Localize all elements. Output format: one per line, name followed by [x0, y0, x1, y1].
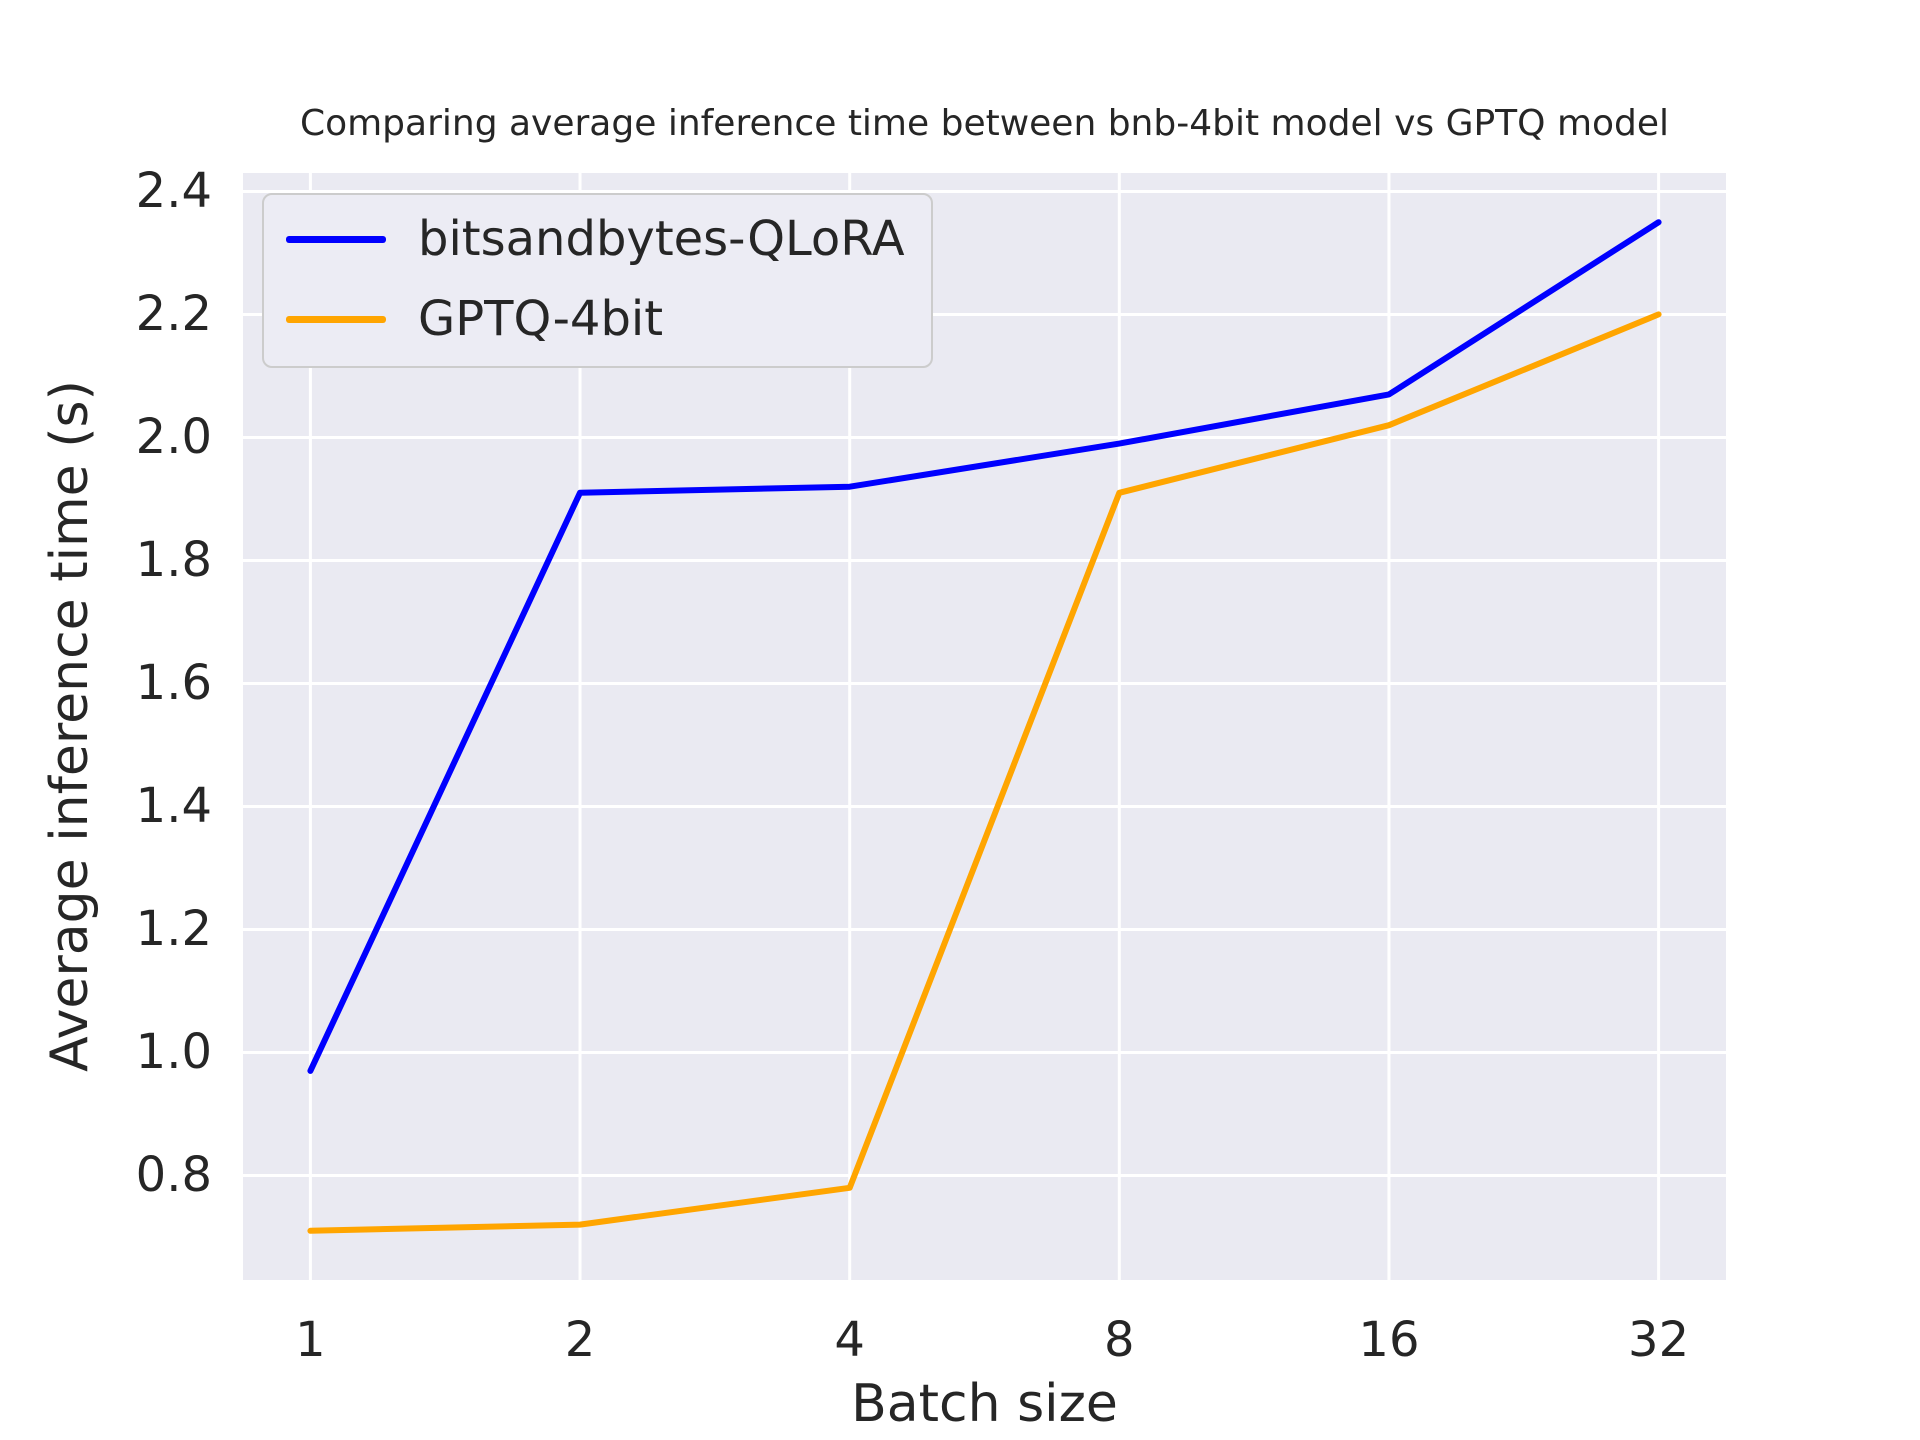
y-tick-label: 2.2 — [135, 286, 212, 343]
legend-line-swatch — [286, 315, 386, 323]
y-tick-label: 1.4 — [135, 778, 212, 835]
y-tick-label: 1.8 — [135, 532, 212, 589]
y-tick-label: 2.4 — [135, 163, 212, 220]
legend: bitsandbytes-QLoRA GPTQ-4bit — [262, 193, 933, 369]
x-axis-label: Batch size — [851, 1374, 1118, 1434]
series-line-gptq-4bit — [307, 311, 1662, 1234]
y-tick-label: 1.6 — [135, 655, 212, 712]
chart-title: Comparing average inference time between… — [299, 103, 1670, 144]
chart-canvas — [243, 173, 1726, 1280]
legend-line-swatch — [286, 236, 386, 244]
legend-label: bitsandbytes-QLoRA — [418, 211, 905, 267]
x-tick-label: 32 — [1628, 1312, 1690, 1368]
x-tick-label: 2 — [564, 1312, 596, 1368]
legend-label: GPTQ-4bit — [418, 290, 664, 347]
y-tick-label: 2.0 — [135, 409, 212, 466]
series-line-bitsandbytes-qlora — [307, 219, 1662, 1074]
legend-item: GPTQ-4bit — [286, 291, 905, 349]
x-tick-label: 8 — [1104, 1312, 1135, 1368]
plot-area: bitsandbytes-QLoRA GPTQ-4bit — [243, 173, 1726, 1280]
y-tick-label: 0.8 — [135, 1147, 212, 1204]
y-tick-label: 1.2 — [135, 901, 212, 958]
x-tick-label: 4 — [834, 1312, 865, 1368]
legend-item: bitsandbytes-QLoRA — [286, 211, 905, 269]
y-tick-label: 1.0 — [135, 1024, 212, 1081]
y-axis-label: Average inference time (s) — [40, 380, 100, 1072]
x-tick-label: 1 — [295, 1312, 326, 1368]
x-tick-label: 16 — [1358, 1312, 1420, 1368]
